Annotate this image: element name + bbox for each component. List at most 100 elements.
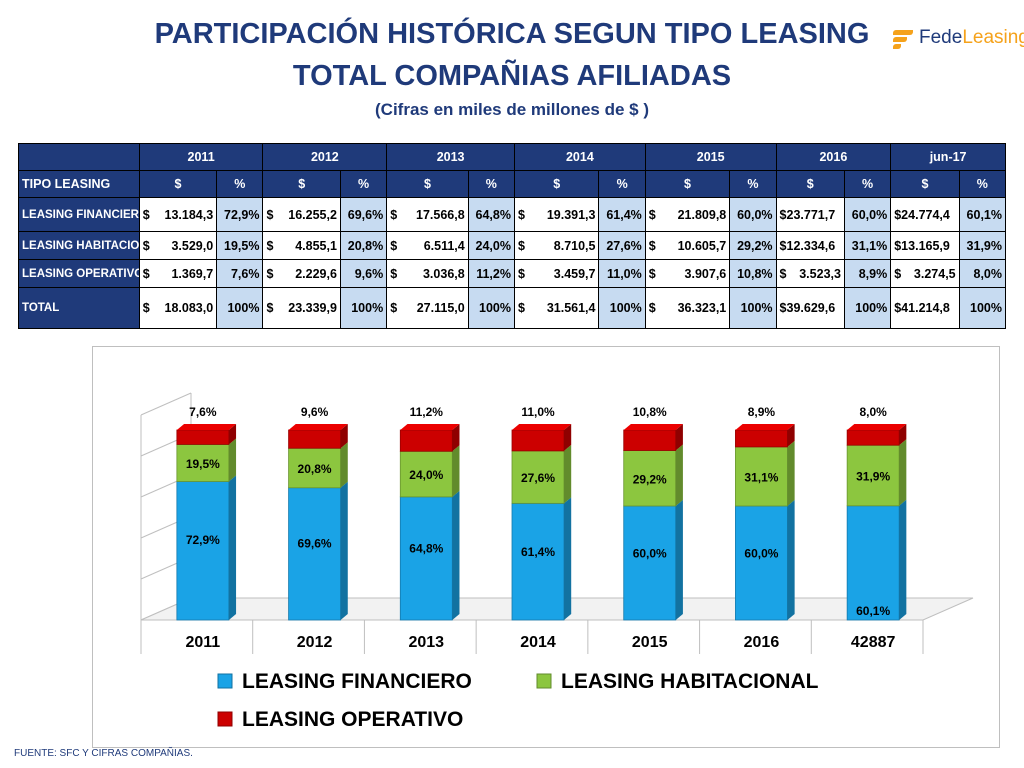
currency-symbol: $ bbox=[390, 266, 398, 281]
data-label-habitacional: 29,2% bbox=[633, 472, 667, 486]
bar-top bbox=[847, 424, 907, 430]
x-tick-label: 2015 bbox=[632, 634, 668, 651]
currency-header: $ bbox=[138, 170, 218, 198]
currency-header: $ bbox=[513, 170, 600, 198]
value-number: 21.809,8 bbox=[677, 207, 727, 222]
value-cell: $3.459,7 bbox=[513, 259, 600, 288]
bar-side bbox=[787, 440, 795, 506]
percent-cell: 100% bbox=[958, 287, 1007, 329]
bar-leasing-financiero bbox=[176, 481, 230, 621]
currency-symbol: $ bbox=[517, 238, 525, 253]
percent-header: % bbox=[729, 170, 777, 198]
value-number: $12.334,6 bbox=[779, 238, 836, 253]
data-label-financiero: 72,9% bbox=[186, 533, 220, 547]
percent-cell: 60,1% bbox=[958, 197, 1007, 232]
value-cell: $21.809,8 bbox=[644, 197, 731, 232]
percent-cell: 11,0% bbox=[598, 259, 646, 288]
value-number: 2.229,6 bbox=[295, 266, 337, 281]
percent-cell: 100% bbox=[729, 287, 777, 329]
value-cell: $18.083,0 bbox=[138, 287, 218, 329]
data-label-financiero: 60,0% bbox=[744, 546, 778, 560]
value-number: $23.771,7 bbox=[779, 207, 836, 222]
percent-cell: 31,9% bbox=[958, 231, 1007, 260]
x-tick-label: 42887 bbox=[851, 634, 896, 651]
bar-side bbox=[340, 442, 348, 488]
currency-symbol: $ bbox=[648, 238, 656, 253]
column-header-tipo: TIPO LEASING bbox=[18, 170, 140, 198]
percent-cell: 20,8% bbox=[339, 231, 388, 260]
legend-swatch bbox=[217, 673, 233, 689]
data-label-habitacional: 27,6% bbox=[521, 471, 555, 485]
percent-cell: 60,0% bbox=[843, 197, 892, 232]
bar-leasing-operativo bbox=[288, 429, 341, 449]
bar-leasing-financiero bbox=[511, 502, 565, 621]
year-header: jun-17 bbox=[890, 143, 1006, 171]
value-number: 4.855,1 bbox=[295, 238, 337, 253]
currency-symbol: $ bbox=[390, 207, 398, 222]
percent-cell: 100% bbox=[843, 287, 892, 329]
value-cell: $36.323,1 bbox=[644, 287, 731, 329]
currency-symbol: $ bbox=[142, 207, 150, 222]
percent-header: % bbox=[598, 170, 646, 198]
bar-top bbox=[176, 424, 237, 430]
value-number: 31.561,4 bbox=[546, 301, 596, 315]
data-label-operativo: 10,8% bbox=[633, 405, 667, 419]
legend-label: LEASING FINANCIERO bbox=[242, 670, 472, 693]
value-number: 3.529,0 bbox=[171, 238, 214, 253]
value-cell: $2.229,6 bbox=[262, 259, 341, 288]
value-cell: $3.529,0 bbox=[138, 231, 218, 260]
bar-side bbox=[564, 497, 572, 620]
data-label-financiero: 61,4% bbox=[521, 545, 555, 559]
currency-symbol: $ bbox=[648, 266, 656, 281]
currency-symbol: $ bbox=[390, 301, 398, 315]
value-number: $39.629,6 bbox=[779, 301, 836, 315]
value-cell: $8.710,5 bbox=[513, 231, 600, 260]
row-label: TOTAL bbox=[18, 287, 140, 329]
value-number: 18.083,0 bbox=[164, 301, 214, 315]
table-row: LEASING FINANCIERO $13.184,3 72,9% $16.255,… bbox=[18, 197, 1007, 232]
bar-leasing-habitacional bbox=[735, 446, 788, 507]
percent-cell: 8,9% bbox=[843, 259, 892, 288]
bar-leasing-operativo bbox=[846, 429, 900, 446]
currency-header: $ bbox=[644, 170, 731, 198]
year-header: 2012 bbox=[262, 143, 388, 171]
bar-side bbox=[899, 499, 907, 620]
bar-side bbox=[787, 424, 795, 447]
x-tick-label: 2014 bbox=[520, 634, 556, 651]
percent-cell: 29,2% bbox=[729, 231, 777, 260]
bar-side bbox=[452, 424, 460, 452]
bar-side bbox=[228, 438, 237, 482]
currency-symbol: $ bbox=[142, 266, 150, 281]
currency-symbol: $ bbox=[648, 207, 656, 222]
value-number: $13.165,9 bbox=[894, 238, 950, 253]
data-label-habitacional: 20,8% bbox=[298, 462, 332, 476]
bar-leasing-operativo bbox=[623, 429, 677, 451]
chart-container: 72,9% 19,5% 7,6% 2011 69,6% 20,8% 9,6% 2012 64,8… bbox=[92, 346, 1000, 748]
value-number: 3.036,8 bbox=[422, 266, 465, 281]
bar-leasing-operativo bbox=[399, 429, 453, 452]
value-number: 17.566,8 bbox=[416, 207, 465, 222]
percent-header: % bbox=[843, 170, 892, 198]
bar-side bbox=[340, 481, 348, 620]
currency-symbol: $ bbox=[266, 207, 274, 222]
bar-top bbox=[512, 424, 572, 430]
page-title-line2: TOTAL COMPAÑIAS AFILIADAS bbox=[292, 60, 732, 92]
stacked-bar-chart: 72,9% 19,5% 7,6% 2011 69,6% 20,8% 9,6% 2012 64,8… bbox=[140, 392, 974, 731]
value-number: 23.339,9 bbox=[288, 301, 337, 315]
value-cell: $23.339,9 bbox=[262, 287, 341, 329]
x-tick-label: 2016 bbox=[744, 634, 780, 651]
value-number: 16.255,2 bbox=[288, 207, 337, 222]
data-label-financiero: 60,0% bbox=[633, 546, 667, 560]
x-tick-label: 2012 bbox=[297, 634, 333, 651]
bar-side bbox=[675, 500, 683, 620]
percent-cell: 9,6% bbox=[339, 259, 388, 288]
header-corner bbox=[18, 143, 140, 171]
data-label-habitacional: 31,9% bbox=[856, 470, 890, 484]
currency-symbol: $ bbox=[266, 266, 274, 281]
value-number: 6.511,4 bbox=[423, 238, 465, 253]
bar-top bbox=[288, 424, 348, 430]
percent-cell: 100% bbox=[598, 287, 646, 329]
year-header: 2016 bbox=[775, 143, 892, 171]
bar-side bbox=[787, 500, 795, 620]
value-number: 36.323,1 bbox=[677, 301, 727, 315]
